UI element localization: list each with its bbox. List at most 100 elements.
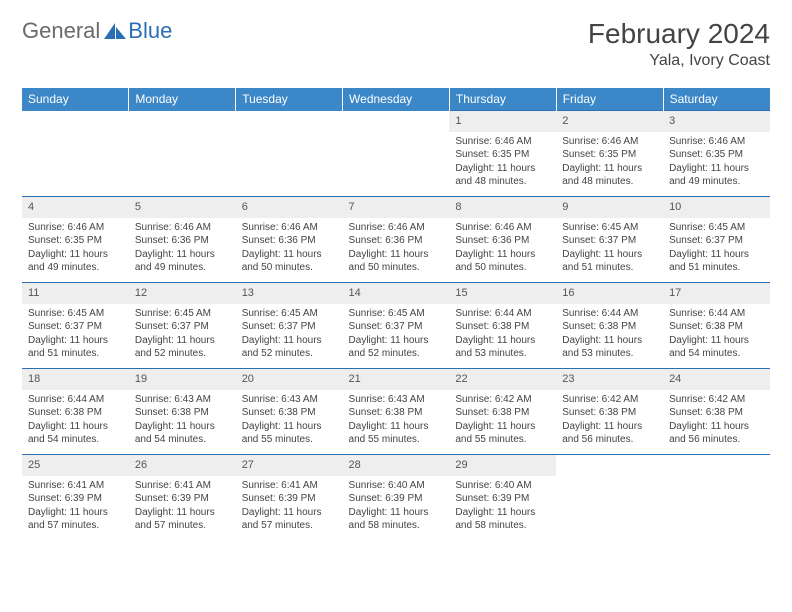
sunrise-line: Sunrise: 6:46 AM — [28, 221, 123, 235]
calendar-cell: 3Sunrise: 6:46 AMSunset: 6:35 PMDaylight… — [663, 111, 770, 197]
calendar-cell — [663, 455, 770, 541]
sunrise-line: Sunrise: 6:40 AM — [349, 479, 444, 493]
daylight-line: Daylight: 11 hours and 49 minutes. — [669, 162, 764, 189]
sunrise-line: Sunrise: 6:41 AM — [28, 479, 123, 493]
sunset-line: Sunset: 6:38 PM — [135, 406, 230, 420]
day-number: 24 — [663, 369, 770, 390]
sunrise-line: Sunrise: 6:46 AM — [135, 221, 230, 235]
sunset-line: Sunset: 6:35 PM — [562, 148, 657, 162]
sunrise-line: Sunrise: 6:43 AM — [349, 393, 444, 407]
sunset-line: Sunset: 6:39 PM — [28, 492, 123, 506]
cell-body: Sunrise: 6:40 AMSunset: 6:39 PMDaylight:… — [449, 476, 556, 539]
daylight-line: Daylight: 11 hours and 54 minutes. — [669, 334, 764, 361]
cell-body: Sunrise: 6:44 AMSunset: 6:38 PMDaylight:… — [22, 390, 129, 453]
sunrise-line: Sunrise: 6:42 AM — [669, 393, 764, 407]
day-header: Friday — [556, 88, 663, 111]
cell-body: Sunrise: 6:46 AMSunset: 6:36 PMDaylight:… — [449, 218, 556, 281]
sunrise-line: Sunrise: 6:46 AM — [669, 135, 764, 149]
title-block: February 2024 Yala, Ivory Coast — [588, 18, 770, 70]
sunrise-line: Sunrise: 6:41 AM — [242, 479, 337, 493]
sunrise-line: Sunrise: 6:45 AM — [242, 307, 337, 321]
sunset-line: Sunset: 6:37 PM — [28, 320, 123, 334]
cell-body: Sunrise: 6:46 AMSunset: 6:36 PMDaylight:… — [343, 218, 450, 281]
day-number: 6 — [236, 197, 343, 218]
cell-body: Sunrise: 6:43 AMSunset: 6:38 PMDaylight:… — [236, 390, 343, 453]
day-number: 18 — [22, 369, 129, 390]
day-header: Monday — [129, 88, 236, 111]
sunset-line: Sunset: 6:38 PM — [455, 320, 550, 334]
sunrise-line: Sunrise: 6:43 AM — [135, 393, 230, 407]
sunrise-line: Sunrise: 6:43 AM — [242, 393, 337, 407]
daylight-line: Daylight: 11 hours and 55 minutes. — [242, 420, 337, 447]
day-number: 14 — [343, 283, 450, 304]
day-header: Sunday — [22, 88, 129, 111]
sunset-line: Sunset: 6:36 PM — [242, 234, 337, 248]
daylight-line: Daylight: 11 hours and 54 minutes. — [28, 420, 123, 447]
day-number: 10 — [663, 197, 770, 218]
daylight-line: Daylight: 11 hours and 50 minutes. — [242, 248, 337, 275]
day-number: 16 — [556, 283, 663, 304]
day-number: 27 — [236, 455, 343, 476]
cell-body: Sunrise: 6:46 AMSunset: 6:36 PMDaylight:… — [236, 218, 343, 281]
brand-part1: General — [22, 18, 100, 44]
daylight-line: Daylight: 11 hours and 48 minutes. — [562, 162, 657, 189]
sunrise-line: Sunrise: 6:46 AM — [455, 221, 550, 235]
sunset-line: Sunset: 6:39 PM — [135, 492, 230, 506]
calendar-cell — [236, 111, 343, 197]
sunrise-line: Sunrise: 6:46 AM — [242, 221, 337, 235]
sunset-line: Sunset: 6:37 PM — [349, 320, 444, 334]
calendar-cell: 23Sunrise: 6:42 AMSunset: 6:38 PMDayligh… — [556, 369, 663, 455]
calendar-cell: 20Sunrise: 6:43 AMSunset: 6:38 PMDayligh… — [236, 369, 343, 455]
calendar-cell: 7Sunrise: 6:46 AMSunset: 6:36 PMDaylight… — [343, 197, 450, 283]
sunrise-line: Sunrise: 6:42 AM — [455, 393, 550, 407]
sunrise-line: Sunrise: 6:44 AM — [455, 307, 550, 321]
daylight-line: Daylight: 11 hours and 49 minutes. — [28, 248, 123, 275]
cell-body: Sunrise: 6:45 AMSunset: 6:37 PMDaylight:… — [129, 304, 236, 367]
day-number: 15 — [449, 283, 556, 304]
calendar-cell — [129, 111, 236, 197]
daylight-line: Daylight: 11 hours and 52 minutes. — [242, 334, 337, 361]
day-number: 7 — [343, 197, 450, 218]
sunset-line: Sunset: 6:37 PM — [242, 320, 337, 334]
day-number: 11 — [22, 283, 129, 304]
calendar-cell: 10Sunrise: 6:45 AMSunset: 6:37 PMDayligh… — [663, 197, 770, 283]
sunrise-line: Sunrise: 6:45 AM — [562, 221, 657, 235]
calendar-cell: 12Sunrise: 6:45 AMSunset: 6:37 PMDayligh… — [129, 283, 236, 369]
cell-body: Sunrise: 6:44 AMSunset: 6:38 PMDaylight:… — [663, 304, 770, 367]
calendar-week-row: 1Sunrise: 6:46 AMSunset: 6:35 PMDaylight… — [22, 111, 770, 197]
cell-body: Sunrise: 6:44 AMSunset: 6:38 PMDaylight:… — [556, 304, 663, 367]
calendar-cell: 21Sunrise: 6:43 AMSunset: 6:38 PMDayligh… — [343, 369, 450, 455]
calendar-cell: 17Sunrise: 6:44 AMSunset: 6:38 PMDayligh… — [663, 283, 770, 369]
sunrise-line: Sunrise: 6:45 AM — [135, 307, 230, 321]
day-number: 25 — [22, 455, 129, 476]
sunrise-line: Sunrise: 6:46 AM — [349, 221, 444, 235]
sunset-line: Sunset: 6:38 PM — [562, 406, 657, 420]
location-label: Yala, Ivory Coast — [588, 52, 770, 70]
calendar-cell: 11Sunrise: 6:45 AMSunset: 6:37 PMDayligh… — [22, 283, 129, 369]
day-header: Saturday — [663, 88, 770, 111]
cell-body: Sunrise: 6:45 AMSunset: 6:37 PMDaylight:… — [556, 218, 663, 281]
daylight-line: Daylight: 11 hours and 57 minutes. — [28, 506, 123, 533]
daylight-line: Daylight: 11 hours and 51 minutes. — [669, 248, 764, 275]
day-header-row: Sunday Monday Tuesday Wednesday Thursday… — [22, 88, 770, 111]
day-header: Wednesday — [343, 88, 450, 111]
sunset-line: Sunset: 6:38 PM — [562, 320, 657, 334]
daylight-line: Daylight: 11 hours and 55 minutes. — [455, 420, 550, 447]
daylight-line: Daylight: 11 hours and 57 minutes. — [135, 506, 230, 533]
sunset-line: Sunset: 6:38 PM — [455, 406, 550, 420]
sunrise-line: Sunrise: 6:41 AM — [135, 479, 230, 493]
calendar-cell — [556, 455, 663, 541]
sunset-line: Sunset: 6:35 PM — [669, 148, 764, 162]
day-number: 5 — [129, 197, 236, 218]
calendar-cell: 26Sunrise: 6:41 AMSunset: 6:39 PMDayligh… — [129, 455, 236, 541]
daylight-line: Daylight: 11 hours and 53 minutes. — [455, 334, 550, 361]
day-number: 19 — [129, 369, 236, 390]
day-number: 12 — [129, 283, 236, 304]
sunset-line: Sunset: 6:38 PM — [28, 406, 123, 420]
calendar-cell: 9Sunrise: 6:45 AMSunset: 6:37 PMDaylight… — [556, 197, 663, 283]
daylight-line: Daylight: 11 hours and 51 minutes. — [28, 334, 123, 361]
calendar-cell: 18Sunrise: 6:44 AMSunset: 6:38 PMDayligh… — [22, 369, 129, 455]
daylight-line: Daylight: 11 hours and 48 minutes. — [455, 162, 550, 189]
daylight-line: Daylight: 11 hours and 54 minutes. — [135, 420, 230, 447]
sunset-line: Sunset: 6:37 PM — [135, 320, 230, 334]
